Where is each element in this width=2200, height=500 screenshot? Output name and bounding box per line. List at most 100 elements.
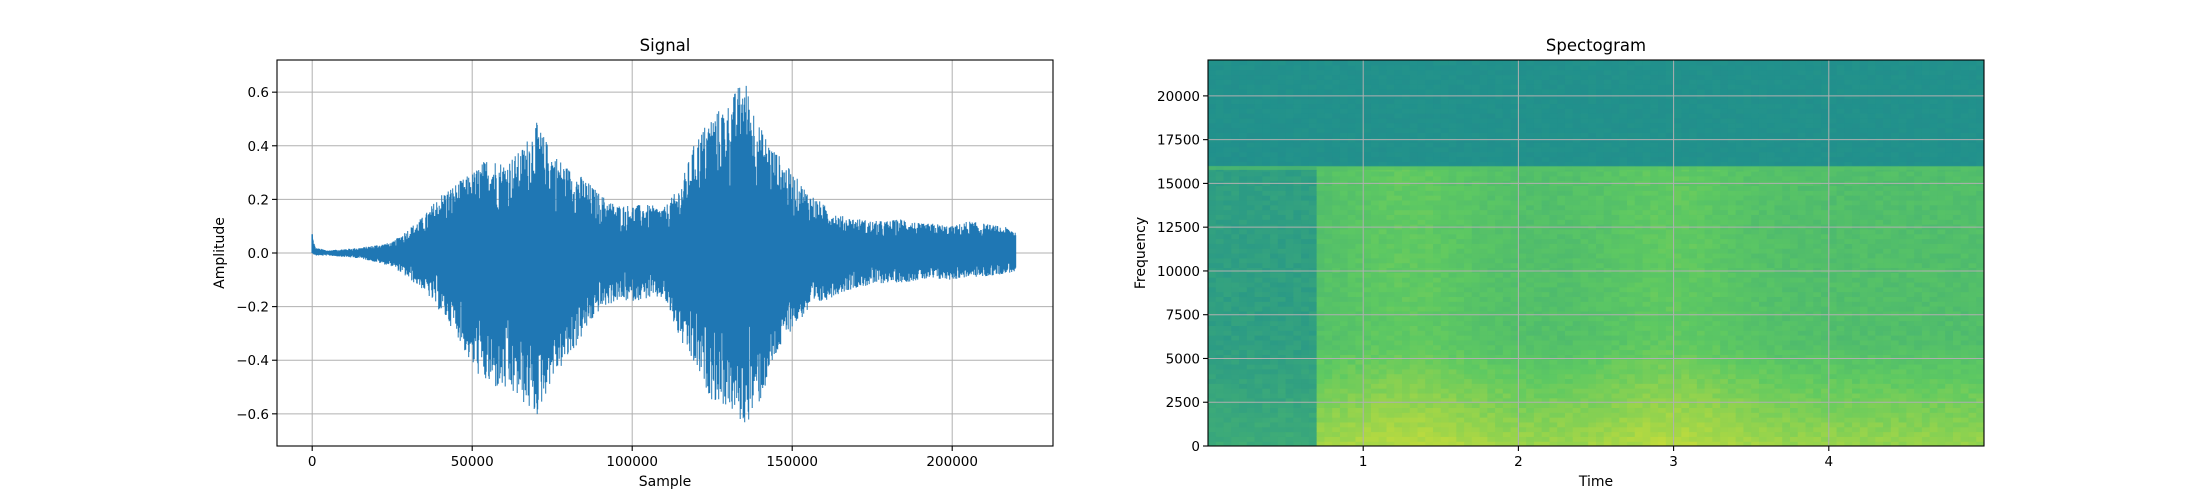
spectrogram-cell — [1479, 301, 1488, 307]
spectrogram-cell — [1308, 281, 1318, 288]
spectrogram-cell — [1293, 392, 1302, 399]
spectrogram-cell — [1355, 257, 1364, 264]
spectrogram-cell — [1262, 253, 1271, 259]
spectrogram-cell — [1254, 60, 1263, 66]
spectrogram-cell — [1564, 426, 1574, 433]
spectrogram-cell — [1308, 368, 1318, 375]
spectrogram-cell — [1464, 214, 1473, 220]
spectrogram-cell — [1611, 373, 1620, 380]
spectrogram-cell — [1487, 397, 1496, 404]
spectrogram-cell — [1301, 272, 1310, 278]
spectrogram-cell — [1215, 214, 1225, 220]
spectrogram-cell — [1301, 142, 1310, 148]
spectrogram-cell — [1293, 417, 1302, 423]
spectrogram-cell — [1394, 310, 1403, 317]
spectrogram-cell — [1262, 195, 1271, 201]
spectrogram-cell — [1611, 267, 1620, 273]
spectrogram-cell — [1557, 233, 1566, 240]
spectrogram-cell — [1541, 281, 1551, 288]
spectrogram-cell — [1464, 388, 1473, 394]
spectrogram-cell — [1596, 267, 1605, 273]
spectrogram-cell — [1402, 93, 1411, 100]
spectrogram-cell — [1642, 253, 1651, 259]
spectrogram-cell — [1363, 392, 1372, 399]
spectrogram-cell — [1502, 320, 1512, 326]
spectrogram-cell — [1580, 170, 1589, 177]
spectrogram-cell — [1409, 407, 1419, 413]
spectrogram-cell — [1254, 190, 1263, 196]
spectrogram-cell — [1293, 267, 1302, 273]
spectrogram-cell — [1526, 359, 1535, 365]
spectrogram-cell — [1386, 142, 1395, 148]
spectrogram-cell — [1611, 146, 1620, 153]
spectrogram-cell — [1433, 79, 1442, 85]
spectrogram-cell — [1363, 156, 1372, 162]
spectrogram-cell — [1448, 373, 1457, 380]
spectrogram-cell — [1479, 214, 1488, 220]
spectrogram-cell — [1270, 272, 1279, 278]
spectrogram-cell — [1464, 93, 1473, 100]
spectrogram-cell — [1541, 301, 1551, 307]
spectrogram-cell — [1433, 383, 1442, 389]
spectrogram-cell — [1316, 363, 1325, 370]
spectrogram-cell — [1394, 248, 1403, 254]
spectrogram-cell — [1627, 368, 1636, 375]
spectrogram-cell — [1394, 146, 1403, 153]
spectrogram-cell — [1487, 214, 1496, 220]
spectrogram-cell — [1301, 315, 1310, 322]
spectrogram-cell — [1495, 378, 1504, 384]
spectrogram-cell — [1619, 113, 1628, 119]
spectrogram-cell — [1479, 199, 1488, 206]
spectrogram-cell — [1603, 286, 1613, 293]
spectrogram-cell — [1301, 277, 1310, 283]
spectrogram-cell — [1394, 301, 1403, 307]
spectrogram-cell — [1510, 426, 1519, 433]
spectrogram-cell — [1409, 262, 1419, 269]
spectrogram-cell — [1363, 219, 1372, 225]
spectrogram-cell — [1417, 238, 1426, 244]
spectrogram-cell — [1580, 339, 1589, 346]
spectrogram-cell — [1339, 407, 1349, 413]
spectrogram-cell — [1433, 103, 1442, 109]
spectrogram-cell — [1603, 122, 1613, 129]
spectrogram-cell — [1425, 344, 1434, 351]
spectrogram-cell — [1223, 441, 1232, 446]
spectrogram-cell — [1557, 281, 1566, 288]
spectrogram-cell — [1433, 359, 1442, 365]
spectrogram-cell — [1603, 108, 1613, 114]
spectrogram-cell — [1308, 170, 1318, 177]
spectrogram-cell — [1433, 243, 1442, 249]
spectrogram-cell — [1665, 383, 1675, 389]
spectrogram-cell — [1223, 383, 1232, 389]
spectrogram-cell — [1277, 388, 1287, 394]
spectrogram-cell — [1580, 426, 1589, 433]
spectrogram-cell — [1308, 296, 1318, 302]
spectrogram-cell — [1378, 441, 1388, 446]
spectrogram-cell — [1564, 402, 1574, 408]
spectrogram-cell — [1634, 281, 1644, 288]
spectrogram-cell — [1495, 93, 1504, 100]
spectrogram-cell — [1402, 64, 1411, 71]
spectrogram-cell — [1681, 397, 1690, 404]
spectrogram-cell — [1215, 339, 1225, 346]
spectrogram-cell — [1627, 392, 1636, 399]
spectrogram-cell — [1417, 190, 1426, 196]
spectrogram-cell — [1394, 122, 1403, 129]
spectrogram-cell — [1642, 344, 1651, 351]
spectrogram-cell — [1332, 161, 1341, 167]
spectrogram-cell — [1533, 199, 1543, 206]
spectrogram-cell — [1642, 122, 1651, 129]
spectrogram-cell — [1541, 315, 1551, 322]
spectrogram-cell — [1301, 431, 1310, 437]
spectrogram-cell — [1262, 281, 1271, 288]
spectrogram-cell — [1277, 349, 1287, 355]
spectrogram-cell — [1378, 272, 1388, 278]
spectrogram-cell — [1215, 84, 1225, 90]
spectrogram-cell — [1541, 306, 1551, 312]
spectrogram-cell — [1262, 339, 1271, 346]
spectrogram-cell — [1440, 388, 1450, 394]
spectrogram-cell — [1285, 354, 1294, 360]
spectrogram-cell — [1448, 175, 1457, 182]
spectrogram-cell — [1293, 132, 1302, 138]
spectrogram-cell — [1502, 238, 1512, 244]
